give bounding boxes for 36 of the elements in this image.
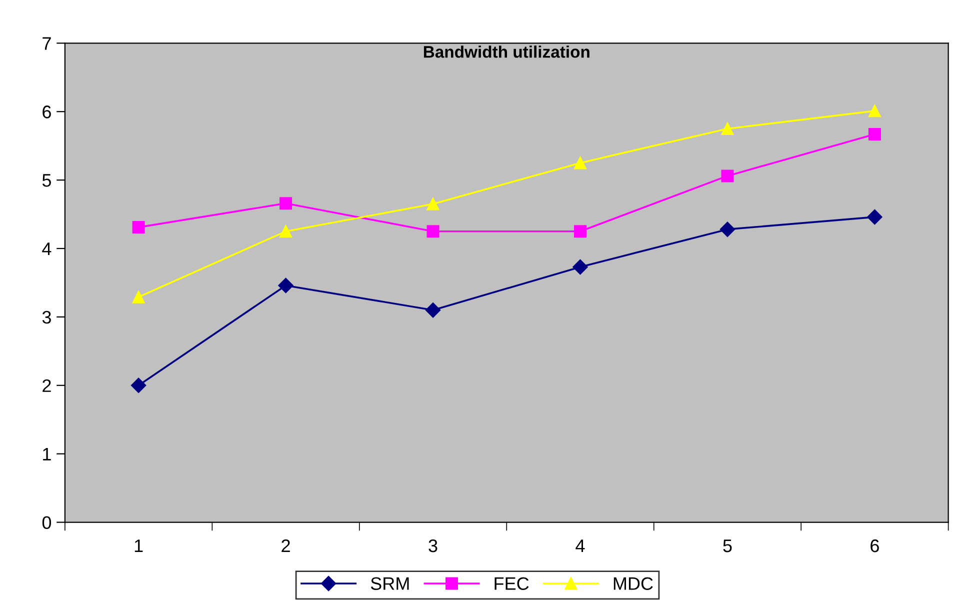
y-tick-label: 5 — [42, 174, 51, 187]
x-tick-label: 5 — [723, 540, 732, 552]
point — [720, 222, 736, 237]
point — [574, 156, 586, 170]
point — [868, 128, 881, 140]
point — [721, 170, 734, 182]
point — [574, 225, 586, 238]
point — [130, 378, 146, 393]
point — [426, 198, 440, 210]
y-tick-label: 6 — [42, 106, 51, 118]
x-tick-label: 3 — [428, 539, 438, 552]
point — [132, 221, 145, 234]
x-tick-label: 4 — [576, 540, 585, 552]
x-tick-label: 1 — [134, 540, 143, 552]
point — [280, 197, 292, 210]
x-tick-label: 6 — [870, 539, 879, 552]
point — [426, 225, 440, 238]
y-tick-label: 3 — [42, 310, 51, 324]
point — [278, 278, 294, 294]
y-tick-label: 1 — [43, 448, 51, 460]
legend-label: MDC — [614, 577, 653, 590]
legend-label: FEC — [494, 577, 529, 590]
y-tick-label: 7 — [42, 37, 51, 50]
point — [867, 209, 882, 225]
y-tick-label: 2 — [42, 379, 51, 392]
point — [280, 225, 292, 238]
point — [721, 122, 734, 135]
x-tick-label: 2 — [282, 539, 290, 552]
y-tick-label: 4 — [42, 242, 52, 256]
legend-label: SRM — [370, 577, 409, 590]
point — [868, 104, 881, 118]
point — [572, 259, 588, 275]
point — [132, 290, 145, 304]
chart-title: Bandwidth utilization — [424, 46, 590, 58]
point — [425, 302, 441, 318]
y-tick-label: 0 — [42, 516, 52, 529]
